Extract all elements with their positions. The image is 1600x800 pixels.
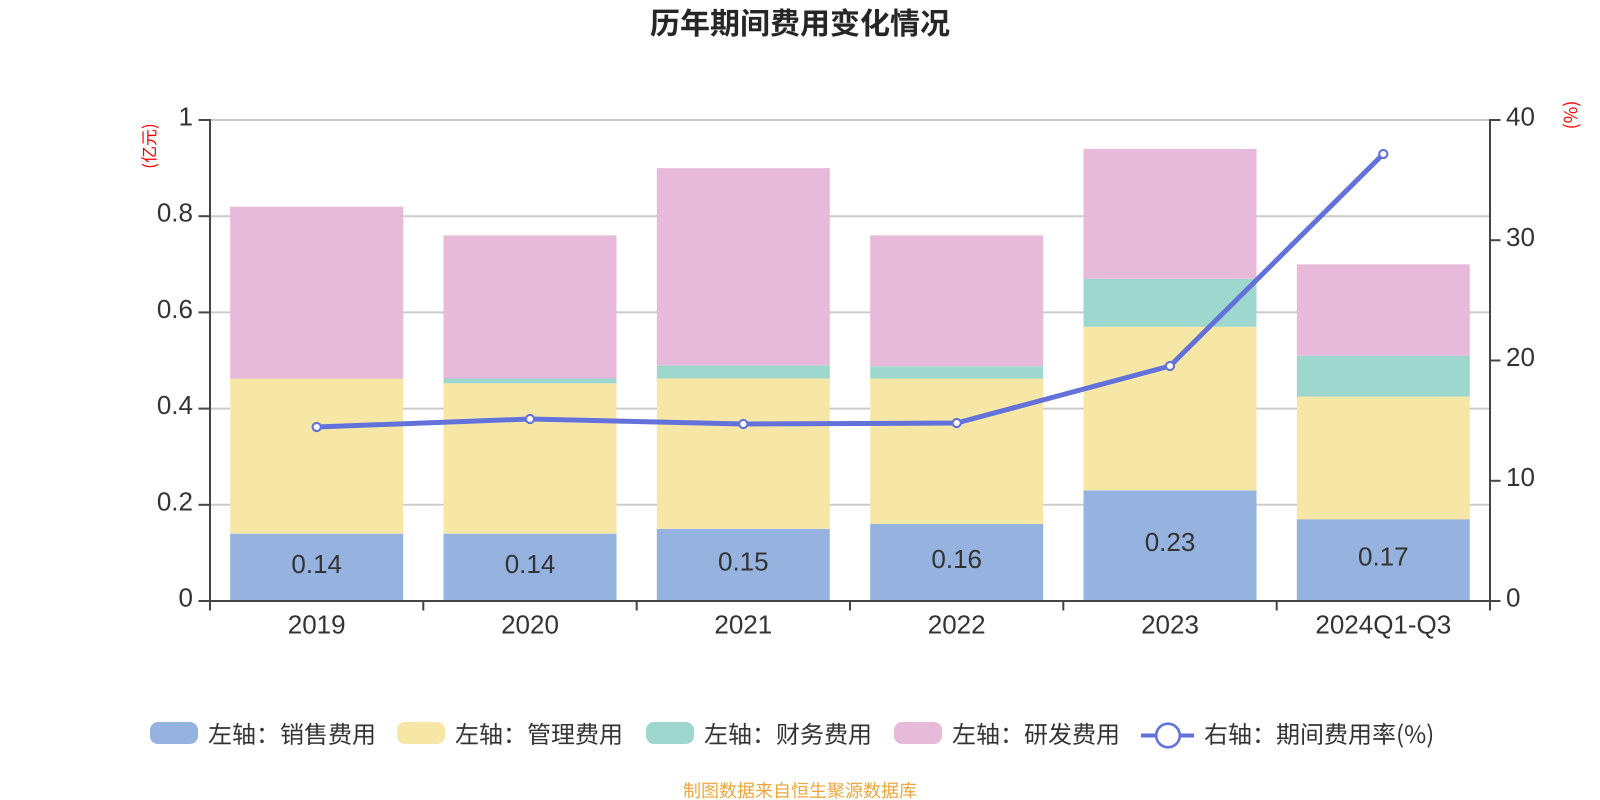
svg-text:10: 10 (1506, 462, 1535, 492)
svg-text:0.15: 0.15 (718, 546, 769, 576)
svg-text:0.23: 0.23 (1145, 527, 1196, 557)
svg-text:40: 40 (1506, 102, 1535, 132)
svg-text:0.6: 0.6 (157, 294, 193, 324)
svg-text:0.14: 0.14 (291, 549, 342, 579)
svg-text:2022: 2022 (928, 610, 986, 640)
svg-text:2021: 2021 (714, 610, 772, 640)
svg-text:0.16: 0.16 (931, 544, 982, 574)
svg-text:2020: 2020 (501, 610, 559, 640)
svg-text:2019: 2019 (288, 610, 346, 640)
svg-text:0: 0 (1506, 583, 1520, 613)
svg-text:1: 1 (179, 102, 193, 132)
svg-text:0: 0 (179, 583, 193, 613)
svg-text:2023: 2023 (1141, 610, 1199, 640)
svg-text:0.2: 0.2 (157, 486, 193, 516)
svg-text:0.14: 0.14 (505, 549, 556, 579)
svg-text:30: 30 (1506, 222, 1535, 252)
svg-text:0.8: 0.8 (157, 198, 193, 228)
svg-text:0.4: 0.4 (157, 390, 193, 420)
svg-text:0.17: 0.17 (1358, 542, 1409, 572)
svg-text:20: 20 (1506, 342, 1535, 372)
svg-text:2024Q1-Q3: 2024Q1-Q3 (1315, 610, 1451, 640)
